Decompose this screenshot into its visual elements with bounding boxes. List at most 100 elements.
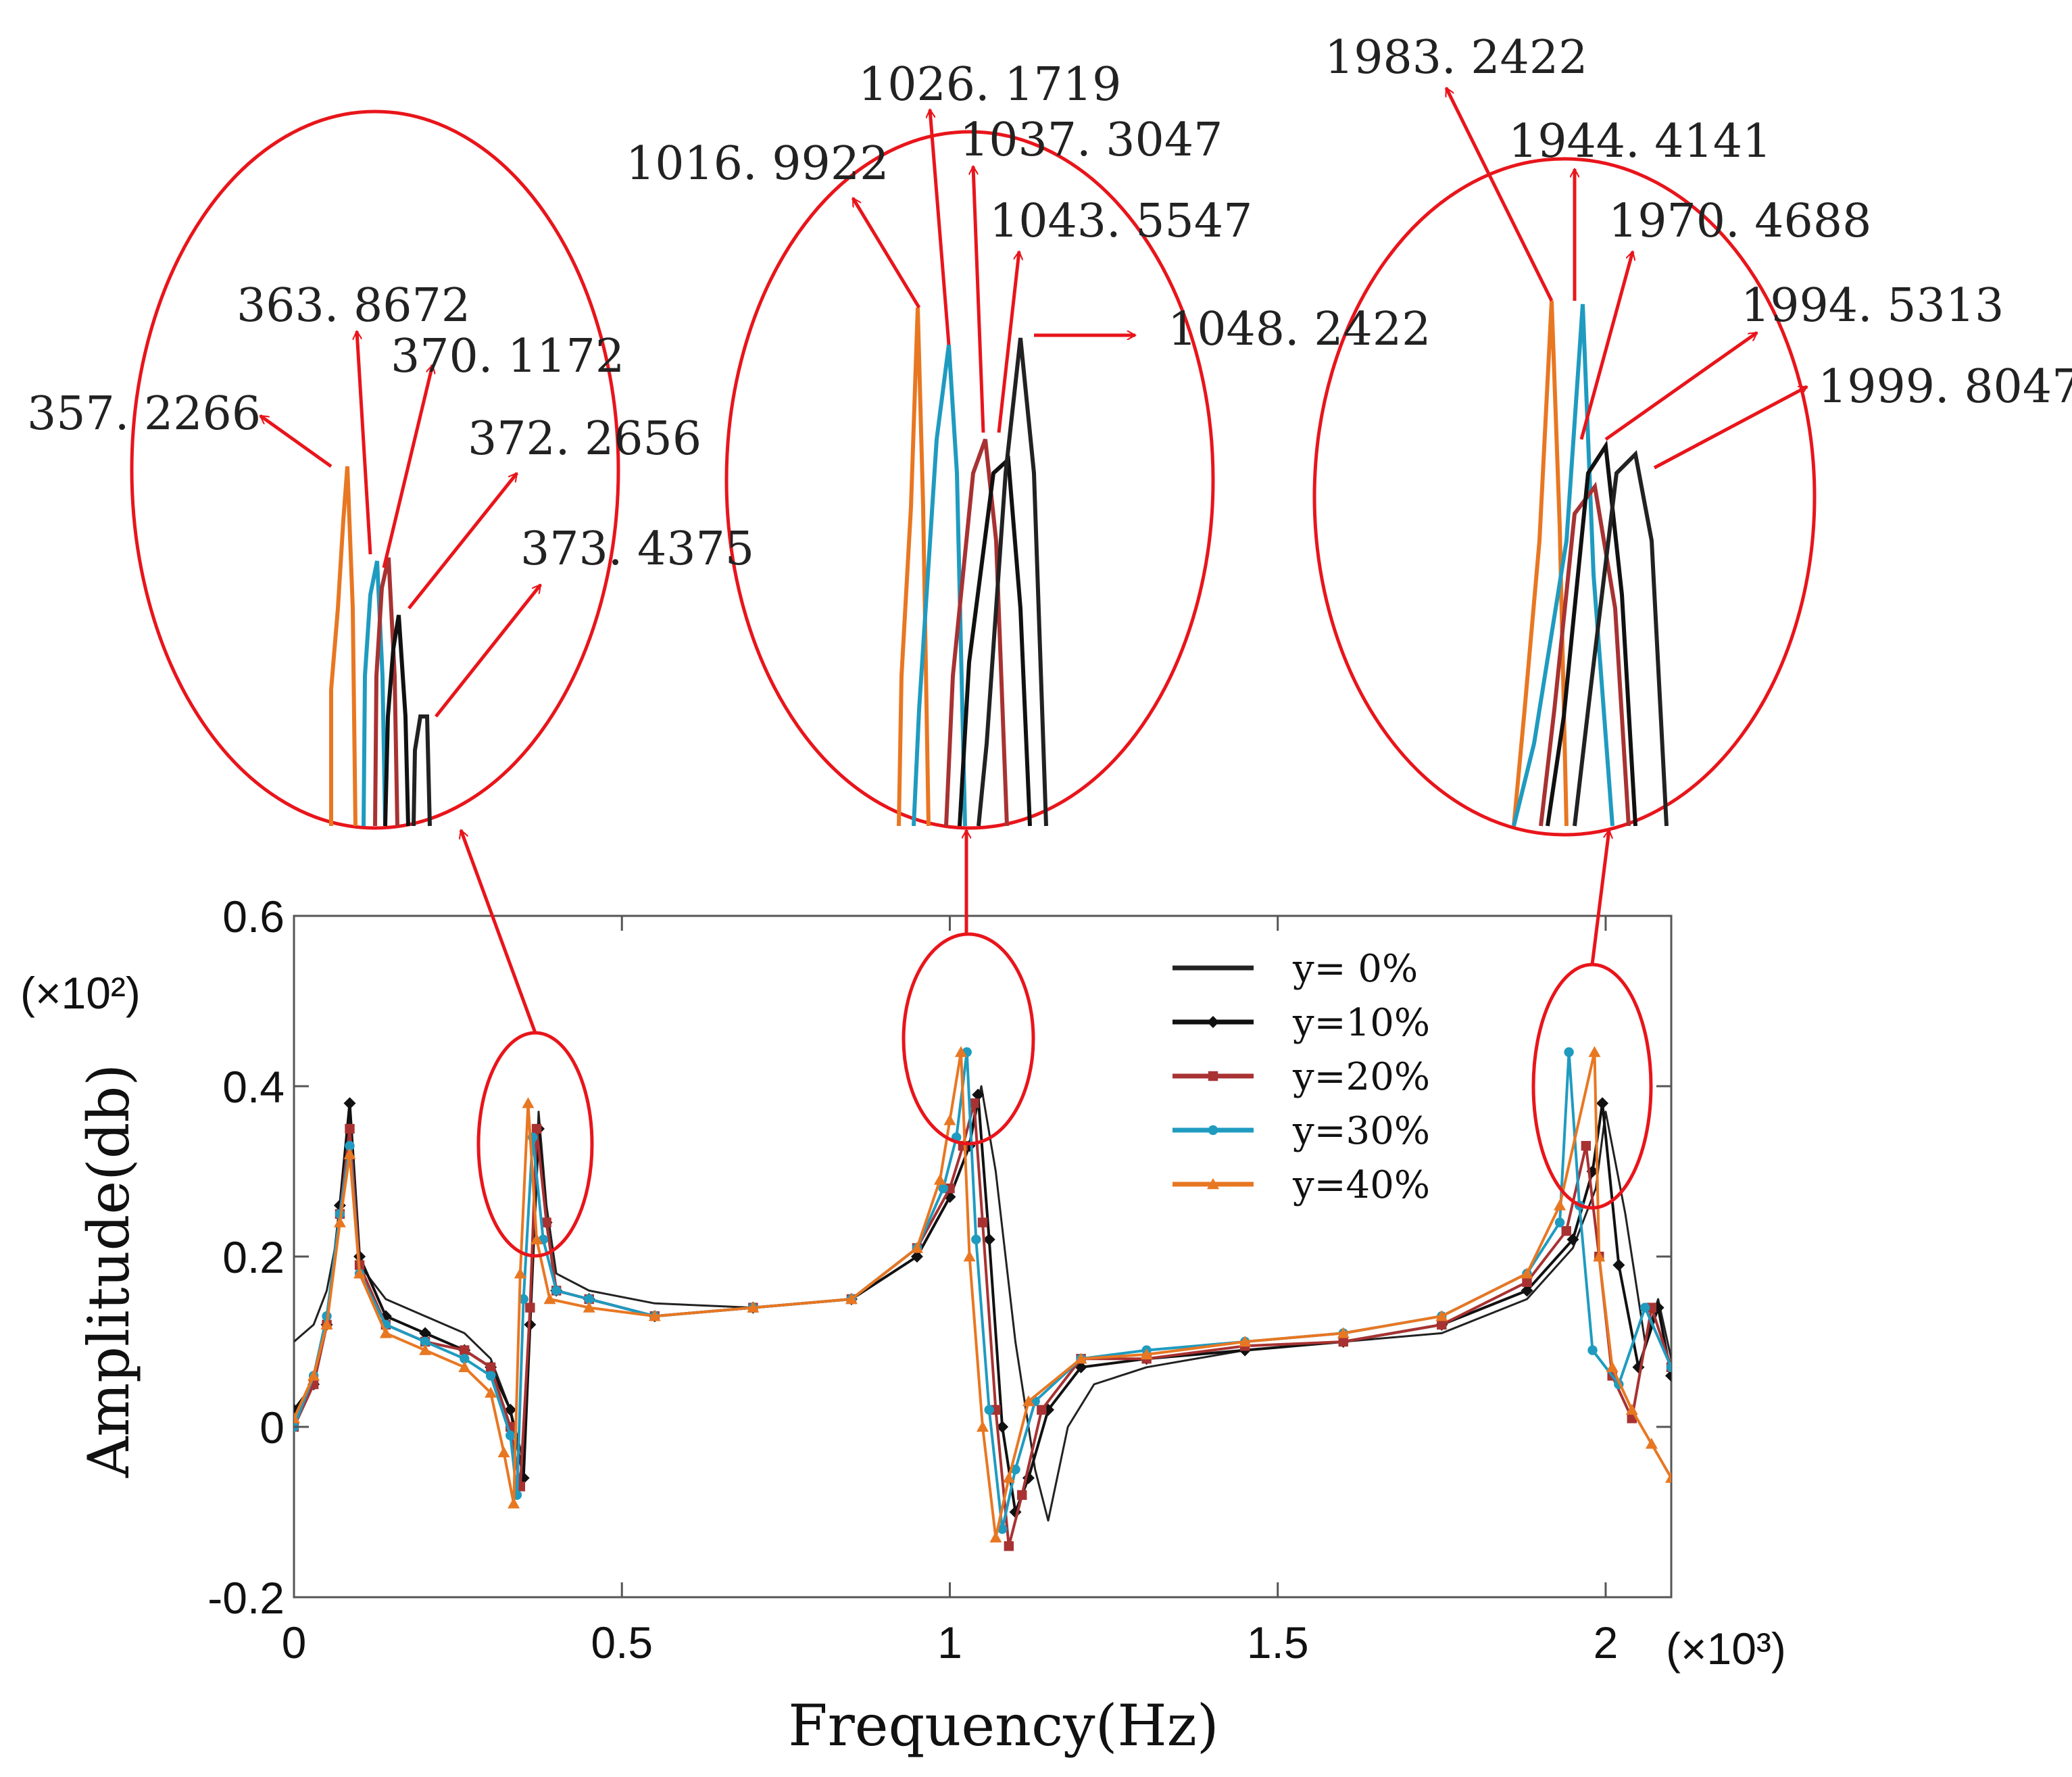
series-layer: [294, 1046, 1671, 1551]
annotation-label: 357. 2266: [27, 387, 261, 441]
data-point: [460, 1354, 470, 1364]
series-4: [294, 1047, 1671, 1534]
series-5: [294, 1046, 1671, 1542]
annotation-arrow: [1444, 88, 1554, 302]
y-axis-label: Amplitude(db): [76, 1064, 142, 1478]
annotation-arrow: [435, 585, 542, 718]
annotation-label: 1994. 5313: [1741, 279, 2004, 333]
annotation-label: 363. 8672: [237, 279, 470, 333]
data-point: [1588, 1046, 1601, 1057]
highlight-group: [476, 932, 1653, 1258]
data-point: [989, 1531, 1002, 1542]
highlight-ellipse-2: [902, 932, 1035, 1146]
data-point: [1037, 1405, 1047, 1415]
legend-label: y=20%: [1292, 1055, 1430, 1099]
annotation-arrow: [1653, 385, 1807, 470]
annotation-arrow: [973, 166, 985, 433]
legend-label: y= 0%: [1292, 947, 1418, 991]
data-point: [648, 1310, 661, 1321]
data-point: [1521, 1267, 1533, 1279]
annotation-label: 1016. 9922: [626, 137, 889, 191]
data-point: [504, 1403, 517, 1416]
annotation-label: 1026. 1719: [858, 58, 1121, 112]
data-point: [1208, 1071, 1218, 1081]
data-point: [420, 1336, 430, 1347]
zoom-ellipses: [130, 109, 1817, 837]
zoom-ellipse-2: [724, 130, 1215, 830]
data-point: [497, 1446, 510, 1457]
data-point: [1645, 1438, 1658, 1449]
data-point: [320, 1318, 333, 1330]
data-point: [1593, 1250, 1606, 1262]
axis-layer: 0 0.5 1 1.5 2-0.200.20.40.6: [207, 892, 1671, 1668]
data-point: [996, 1421, 1009, 1433]
annotation-arrow: [851, 198, 921, 309]
data-point: [584, 1294, 594, 1305]
data-point: [1564, 1047, 1574, 1057]
data-point: [333, 1216, 346, 1227]
data-point: [419, 1327, 432, 1340]
data-point: [514, 1267, 526, 1279]
data-point: [1022, 1395, 1035, 1407]
data-point: [1587, 1345, 1598, 1355]
data-point: [954, 1046, 967, 1057]
annotation-arrow: [997, 251, 1019, 433]
plot-frame: [293, 915, 1673, 1599]
zoom-ellipse-1: [130, 109, 620, 830]
data-point: [543, 1293, 556, 1305]
data-point: [1612, 1259, 1625, 1271]
data-point: [343, 1148, 356, 1159]
annotation-label: 1043. 5547: [989, 195, 1252, 248]
legend-label: y=10%: [1292, 1001, 1430, 1045]
data-point: [1596, 1097, 1609, 1110]
data-point: [551, 1286, 562, 1296]
data-point: [1435, 1310, 1448, 1321]
data-point: [1337, 1327, 1350, 1338]
annotation-label: 373. 4375: [520, 522, 754, 576]
data-point: [525, 1303, 535, 1313]
annotation-arrow: [1604, 331, 1757, 441]
annotation-arrow: [1579, 251, 1633, 440]
data-point: [1239, 1336, 1252, 1347]
data-point: [845, 1293, 858, 1305]
y-tick-label: 0.6: [222, 892, 285, 942]
data-point: [485, 1386, 497, 1398]
data-point: [505, 1430, 516, 1440]
data-point: [1004, 1541, 1014, 1551]
data-point: [1666, 1362, 1671, 1372]
annotation-arrow: [408, 473, 518, 610]
data-point: [1554, 1217, 1565, 1227]
data-point: [345, 1141, 355, 1151]
data-point: [1075, 1353, 1087, 1364]
data-point: [997, 1524, 1008, 1534]
data-point: [458, 1361, 471, 1372]
data-point: [294, 1412, 300, 1423]
data-point: [971, 1234, 981, 1245]
data-point: [1625, 1403, 1638, 1415]
data-point: [531, 1233, 543, 1244]
y-tick-label: 0.4: [222, 1062, 285, 1112]
data-point: [518, 1294, 528, 1305]
data-point: [1567, 1233, 1579, 1246]
series-line: [294, 1093, 1671, 1513]
connector-arrow-3: [1590, 830, 1609, 965]
annotation-label: 372. 2656: [468, 412, 701, 466]
annotation-label: 370. 1172: [391, 330, 624, 383]
annotation-label: 1970. 4688: [1608, 195, 1871, 248]
data-point: [541, 1217, 551, 1227]
connector-arrow-1: [461, 830, 537, 1033]
data-point: [977, 1217, 988, 1227]
data-point: [963, 1250, 976, 1262]
data-point: [977, 1421, 989, 1432]
data-point: [984, 1405, 994, 1415]
data-point: [1639, 1303, 1650, 1313]
zoom-detail-2: [897, 307, 1048, 827]
data-point: [983, 1233, 995, 1246]
x-axis-label: Frequency(Hz): [788, 1693, 1218, 1759]
data-point: [485, 1371, 496, 1381]
data-point: [1522, 1277, 1532, 1287]
